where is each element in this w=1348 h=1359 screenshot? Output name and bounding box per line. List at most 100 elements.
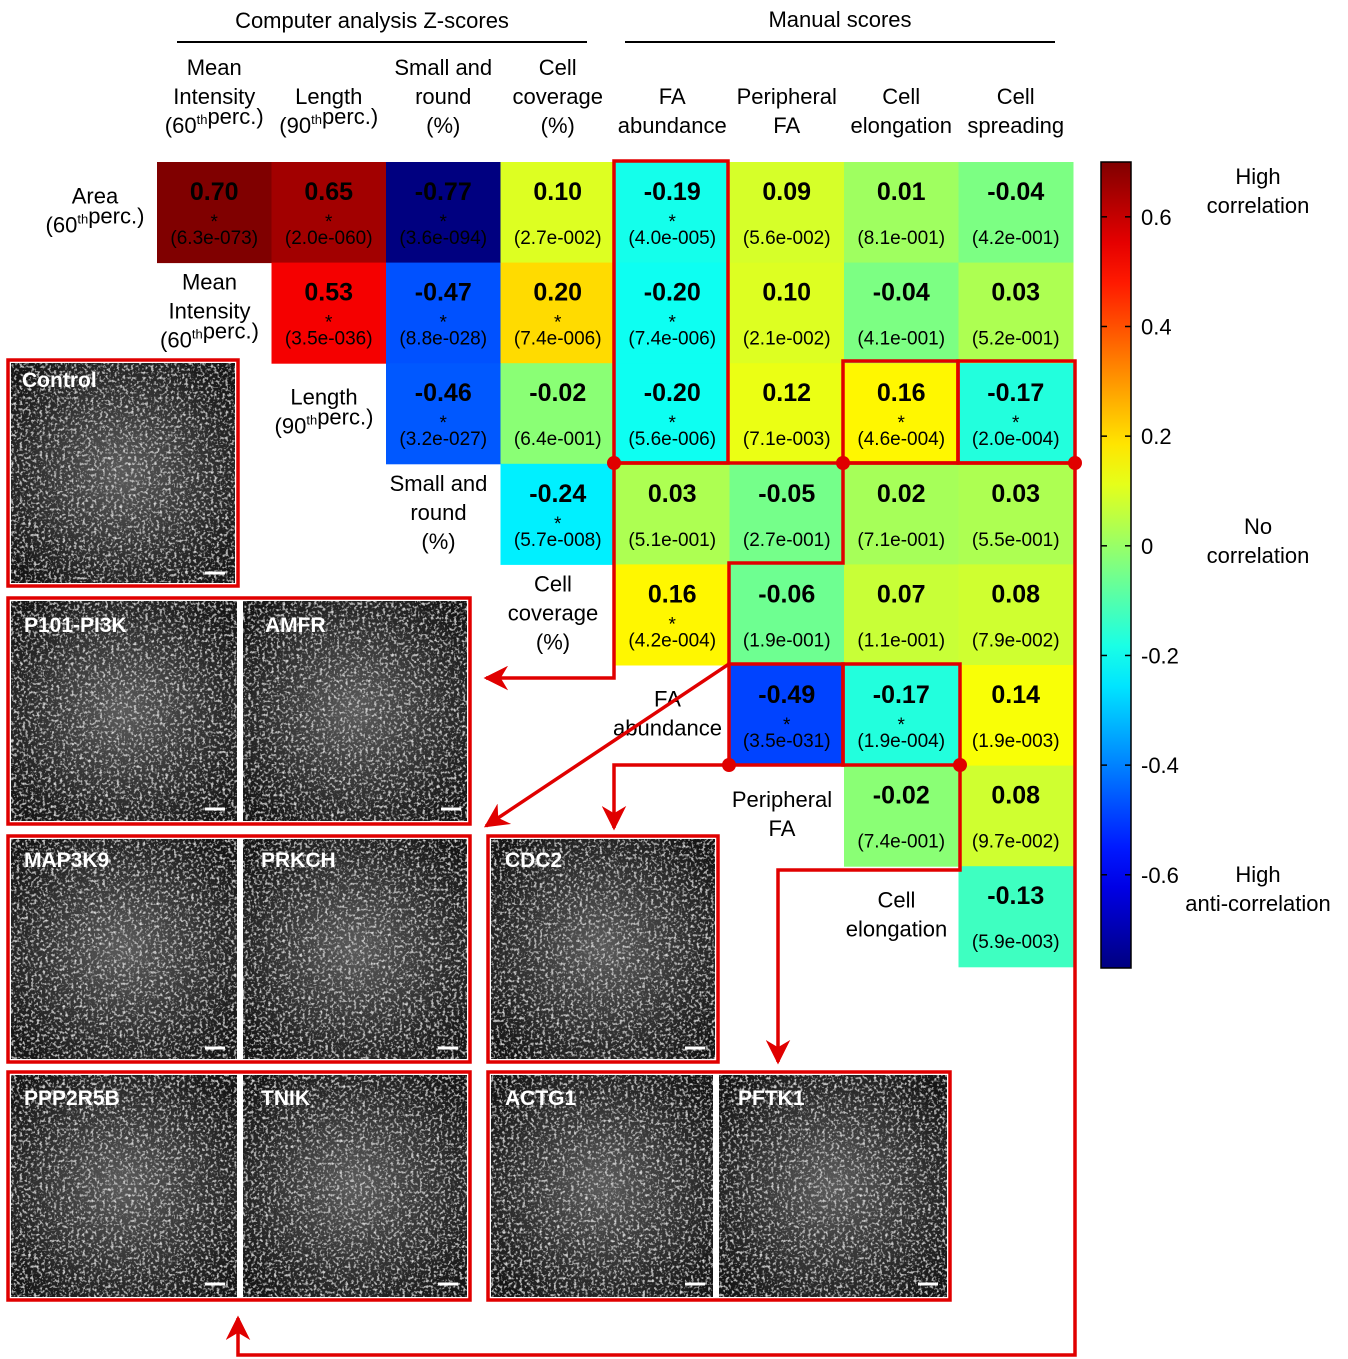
p-value: (2.0e-004) [972,429,1060,450]
panel-label: PFTK1 [738,1087,805,1110]
panel-label: CDC2 [505,849,562,872]
p-value: (7.4e-006) [628,329,716,350]
row-header: (60thperc.) [46,204,145,238]
cell-value: 0.20 [533,279,582,307]
scale-label: No [1244,514,1272,539]
cell-value: -0.05 [758,480,815,508]
p-value: (5.5e-001) [972,530,1060,551]
cell-value: -0.04 [873,279,930,307]
panel-label: PRKCH [261,849,336,872]
p-value: (5.2e-001) [972,329,1060,350]
cell-value: -0.20 [644,379,701,407]
p-value: (7.4e-006) [514,329,602,350]
row-header: round [410,500,466,525]
p-value: (5.9e-003) [972,932,1060,953]
cell-value: 0.10 [533,178,582,206]
p-value: (7.1e-003) [743,429,831,450]
row-header: Small and [390,471,488,496]
panel-label: PPP2R5B [24,1087,120,1110]
colorbar-tick-label: -0.6 [1141,863,1179,888]
cell-value: 0.03 [991,279,1040,307]
scale-label: High [1235,862,1280,887]
p-value: (2.1e-002) [743,329,831,350]
row-header: coverage [508,600,599,625]
colorbar-gradient [1101,162,1131,968]
column-header: (90thperc.) [279,104,378,138]
node [953,758,967,772]
colorbar-tick-label: 0 [1141,534,1153,559]
node [836,456,850,470]
cell-value: -0.20 [644,279,701,307]
micrograph [491,839,715,1059]
column-header: (60thperc.) [165,104,264,138]
cell-value: 0.03 [991,480,1040,508]
column-header: abundance [618,113,727,138]
cell-value: 0.16 [877,379,926,407]
cell-value: -0.17 [873,681,930,709]
p-value: (9.7e-002) [972,832,1060,853]
column-header: Peripheral [737,84,837,109]
cell-value: -0.17 [987,379,1044,407]
p-value: (5.6e-006) [628,429,716,450]
cell-value: 0.02 [877,480,926,508]
panel-label: TNIK [261,1087,310,1110]
cell-value: -0.13 [987,882,1044,910]
cell-value: 0.07 [877,580,926,608]
p-value: (3.5e-036) [285,329,373,350]
column-header: Mean [187,55,242,80]
row-header: elongation [846,917,948,942]
cell-value: 0.12 [762,379,811,407]
row-header: (60thperc.) [160,319,259,353]
colorbar-tick-label: -0.4 [1141,753,1179,778]
micrograph [11,363,235,583]
cell-value: 0.09 [762,178,811,206]
connector [614,765,729,828]
cell-value: -0.77 [415,178,472,206]
micrograph [243,839,467,1059]
row-header: (%) [421,529,455,554]
micrograph [11,839,237,1059]
p-value: (1.9e-001) [743,630,831,651]
p-value: (2.0e-060) [285,228,373,249]
node [722,758,736,772]
cell-value: -0.46 [415,379,472,407]
row-header: Peripheral [732,787,832,812]
colorbar: -0.6-0.4-0.200.20.40.6HighcorrelationNoc… [1101,162,1331,968]
scale-label: anti-correlation [1185,891,1331,916]
p-value: (8.8e-028) [399,329,487,350]
node [1068,456,1082,470]
figure: Computer analysis Z-scores Manual scores… [0,0,1348,1359]
cell-value: -0.02 [529,379,586,407]
cell-value: -0.02 [873,782,930,810]
p-value: (3.6e-094) [399,228,487,249]
p-value: (5.7e-008) [514,530,602,551]
column-header: coverage [512,84,603,109]
scale-label: correlation [1207,543,1310,568]
p-value: (7.4e-001) [857,832,945,853]
p-value: (5.6e-002) [743,228,831,249]
node [607,456,621,470]
p-value: (4.0e-005) [628,228,716,249]
p-value: (6.4e-001) [514,429,602,450]
cell-value: 0.70 [190,178,239,206]
p-value: (3.2e-027) [399,429,487,450]
p-value: (1.9e-004) [857,731,945,752]
panel-label: AMFR [265,614,326,637]
cell-value: -0.24 [529,480,586,508]
p-value: (3.5e-031) [743,731,831,752]
p-value: (2.7e-001) [743,530,831,551]
p-value: (8.1e-001) [857,228,945,249]
row-header: Mean [182,270,237,295]
column-header: FA [659,84,686,109]
scale-label: correlation [1207,193,1310,218]
p-value: (1.9e-003) [972,731,1060,752]
cell-value: 0.14 [991,681,1040,709]
row-header: Cell [534,571,572,596]
column-header: (%) [426,113,460,138]
p-value: (4.2e-004) [628,630,716,651]
panel-label: Control [22,369,97,392]
column-header: round [415,84,471,109]
row-header: Cell [878,888,916,913]
colorbar-tick-label: -0.2 [1141,643,1179,668]
cell-value: 0.65 [304,178,353,206]
